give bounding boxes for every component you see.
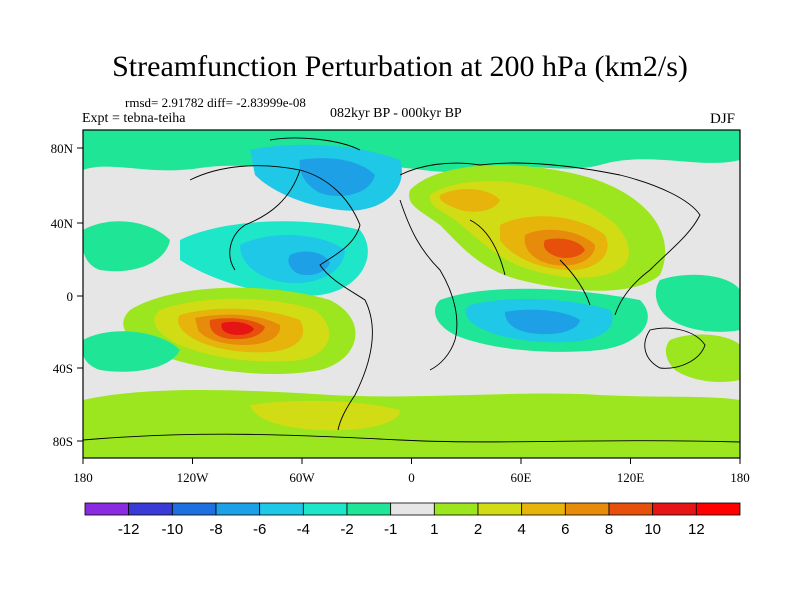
lon-tick-label: 60W bbox=[289, 470, 315, 485]
contour-region bbox=[439, 188, 500, 212]
lat-tick-label: 80S bbox=[53, 434, 73, 449]
contour-region bbox=[665, 334, 740, 382]
season-label: DJF bbox=[710, 111, 736, 127]
colorbar-label: 1 bbox=[430, 521, 438, 538]
colorbar: -12 -10 -8 -6 -4 -2 -1 1 2 4 6 8 10 12 bbox=[84, 502, 741, 538]
colorbar-swatch bbox=[84, 502, 130, 516]
colorbar-swatch bbox=[564, 502, 610, 516]
contour-region bbox=[299, 158, 375, 196]
colorbar-label: -12 bbox=[118, 521, 140, 538]
colorbar-label: 12 bbox=[688, 521, 705, 538]
longitude-axis: 180 120W 60W 0 60E 120E 180 bbox=[73, 458, 750, 485]
colorbar-label: -2 bbox=[340, 521, 353, 538]
colorbar-swatch bbox=[259, 502, 304, 516]
latitude-axis: 80N 40N 0 40S 80S bbox=[51, 141, 83, 449]
colorbar-label: 2 bbox=[474, 521, 482, 538]
colorbar-swatch bbox=[171, 502, 217, 516]
lat-tick-label: 40S bbox=[53, 361, 73, 376]
colorbar-label: -6 bbox=[253, 521, 266, 538]
lon-tick-label: 180 bbox=[73, 470, 93, 485]
colorbar-label: 4 bbox=[517, 521, 525, 538]
contour-region bbox=[83, 221, 170, 272]
contour-region bbox=[250, 400, 400, 431]
contour-region bbox=[83, 390, 740, 458]
colorbar-label: 10 bbox=[644, 521, 661, 538]
colorbar-swatch bbox=[215, 502, 261, 516]
contour-region bbox=[543, 238, 585, 258]
contour-region bbox=[655, 274, 740, 332]
colorbar-swatch bbox=[695, 502, 741, 516]
colorbar-swatch bbox=[433, 502, 479, 516]
colorbar-swatch bbox=[477, 502, 523, 516]
colorbar-swatch bbox=[128, 502, 173, 516]
colorbar-label: -4 bbox=[297, 521, 310, 538]
contour-region bbox=[83, 331, 180, 372]
stats-label: rmsd= 2.91782 diff= -2.83999e-08 bbox=[125, 95, 306, 110]
map-plot-area bbox=[83, 130, 740, 458]
contour-region bbox=[83, 130, 740, 173]
lat-tick-label: 0 bbox=[67, 289, 74, 304]
lat-tick-label: 80N bbox=[51, 141, 74, 156]
lat-tick-label: 40N bbox=[51, 216, 74, 231]
colorbar-label: -8 bbox=[209, 521, 222, 538]
colorbar-swatch bbox=[521, 502, 566, 516]
lon-tick-label: 180 bbox=[730, 470, 750, 485]
experiment-label: Expt = tebna-teiha bbox=[82, 111, 186, 126]
coastlines bbox=[83, 137, 740, 443]
lon-tick-label: 120E bbox=[617, 470, 645, 485]
lon-tick-label: 120W bbox=[177, 470, 210, 485]
colorbar-swatch bbox=[608, 502, 654, 516]
lon-tick-label: 60E bbox=[511, 470, 532, 485]
colorbar-swatch bbox=[302, 502, 348, 516]
colorbar-swatch bbox=[346, 502, 392, 516]
contour-region bbox=[288, 251, 330, 275]
colorbar-label: -10 bbox=[161, 521, 183, 538]
colorbar-swatch bbox=[652, 502, 697, 516]
chart-title: Streamfunction Perturbation at 200 hPa (… bbox=[112, 50, 688, 83]
contour-region bbox=[505, 309, 580, 335]
contour-region bbox=[221, 321, 254, 335]
colorbar-label: 8 bbox=[605, 521, 613, 538]
lon-tick-label: 0 bbox=[408, 470, 415, 485]
colorbar-label: -1 bbox=[384, 521, 397, 538]
colorbar-label: 6 bbox=[561, 521, 569, 538]
period-label: 082kyr BP - 000kyr BP bbox=[330, 106, 462, 121]
colorbar-swatch bbox=[390, 502, 435, 516]
